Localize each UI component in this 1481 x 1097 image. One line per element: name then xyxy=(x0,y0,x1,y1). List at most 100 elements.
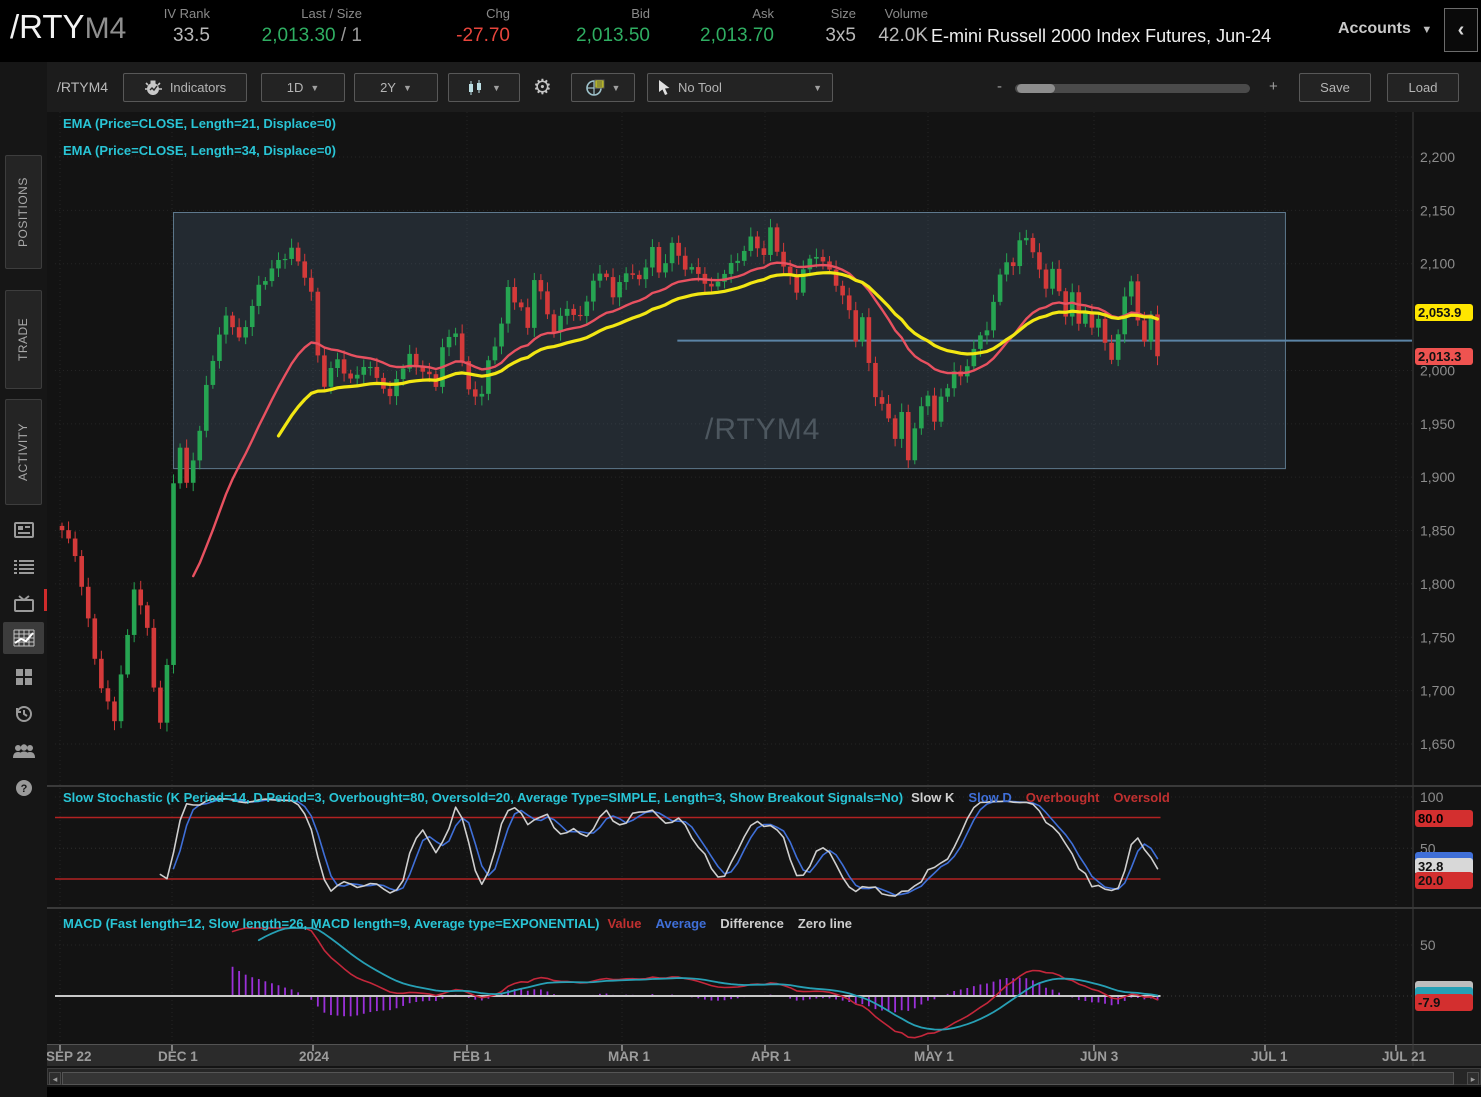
candle-body xyxy=(964,366,970,377)
scroll-right-arrow[interactable]: ▸ xyxy=(1467,1072,1479,1085)
candle-body xyxy=(558,315,563,332)
newspaper-icon xyxy=(13,522,34,538)
instrument-description: E-mini Russell 2000 Index Futures, Jun-2… xyxy=(931,26,1272,46)
candle-body xyxy=(230,315,235,328)
sidebar-item-watchlist[interactable] xyxy=(3,551,44,583)
candle-body xyxy=(597,273,603,281)
candle-body xyxy=(368,366,373,369)
candle-body xyxy=(682,255,688,270)
collapse-panel-button[interactable]: ‹ xyxy=(1444,8,1478,52)
candle-body xyxy=(72,538,78,557)
legend-difference: Difference xyxy=(720,916,784,931)
candle-body xyxy=(833,269,839,286)
drawing-tool-dropdown[interactable]: No Tool ▼ xyxy=(647,73,833,102)
field-label: Ask xyxy=(752,6,774,21)
macd-value-badge: -7.9 xyxy=(1415,994,1473,1011)
chevron-down-icon: ▼ xyxy=(813,82,822,93)
candle-body xyxy=(919,406,924,429)
indicators-button[interactable]: Indicators xyxy=(123,73,247,102)
candle-body xyxy=(151,627,157,688)
timeframe-dropdown[interactable]: 1D ▼ xyxy=(261,73,345,102)
ema34-study-label[interactable]: EMA (Price=CLOSE, Length=34, Displace=0) xyxy=(63,143,336,158)
candle-body xyxy=(1142,320,1147,342)
chart-settings-gear-icon[interactable]: ⚙ xyxy=(533,76,552,99)
time-axis-label: JUL 1 xyxy=(1251,1049,1288,1064)
candle-body xyxy=(420,367,426,372)
scroll-left-arrow[interactable]: ◂ xyxy=(49,1072,61,1085)
candle-body xyxy=(571,308,576,315)
candle-body xyxy=(899,412,904,439)
chart-icon xyxy=(13,629,34,647)
time-axis-label: SEP 22 xyxy=(46,1049,92,1064)
legend-value: Value xyxy=(607,916,642,931)
legend-oversold: Oversold xyxy=(1113,790,1170,805)
ema-value-badge: 2,053.9 xyxy=(1415,304,1473,321)
accounts-menu[interactable]: Accounts ▼ xyxy=(1338,20,1432,38)
sidebar-item-help[interactable]: ? xyxy=(3,772,44,804)
macd-title[interactable]: MACD (Fast length=12, Slow length=26, MA… xyxy=(63,916,600,931)
candle-body xyxy=(459,333,465,362)
sidebar-tab-activity[interactable]: ACTIVITY xyxy=(5,399,42,505)
zoom-in-button[interactable]: + xyxy=(1269,78,1278,95)
candle-body xyxy=(971,348,977,367)
candle-body xyxy=(92,618,98,659)
candle-body xyxy=(630,273,636,275)
zoom-slider-thumb[interactable] xyxy=(1017,84,1055,93)
oversold-badge: 20.0 xyxy=(1415,872,1473,889)
stochastic-legend: Slow Stochastic (K Period=14, D Period=3… xyxy=(63,790,1184,805)
sidebar-item-news[interactable] xyxy=(3,514,44,546)
candle-body xyxy=(263,281,268,285)
sidebar-item-community[interactable] xyxy=(3,735,44,767)
sidebar-item-charts[interactable] xyxy=(3,622,44,654)
candle-body xyxy=(584,301,590,316)
ema21-study-label[interactable]: EMA (Price=CLOSE, Length=21, Displace=0) xyxy=(63,116,336,131)
candle-body xyxy=(866,317,872,363)
candle-body xyxy=(322,355,327,387)
chart-scrollbar: ◂ ▸ xyxy=(47,1066,1481,1087)
scrollbar-track[interactable]: ◂ ▸ xyxy=(47,1068,1481,1085)
candle-body xyxy=(1076,292,1082,324)
field-value: 33.5 xyxy=(173,25,210,46)
sidebar-item-tv[interactable] xyxy=(3,587,44,619)
chart-type-dropdown[interactable]: ▼ xyxy=(448,73,520,102)
stochastic-title[interactable]: Slow Stochastic (K Period=14, D Period=3… xyxy=(63,790,904,805)
sidebar-tab-trade[interactable]: TRADE xyxy=(5,290,42,389)
save-button[interactable]: Save xyxy=(1299,73,1371,102)
candle-body xyxy=(276,259,281,269)
range-dropdown[interactable]: 2Y ▼ xyxy=(354,73,438,102)
candle-body xyxy=(650,247,655,268)
chevron-down-icon: ▼ xyxy=(611,82,621,93)
sidebar-tab-positions[interactable]: POSITIONS xyxy=(5,155,42,269)
pattern-tools-dropdown[interactable]: ▼ xyxy=(571,73,635,102)
time-axis-label: MAY 1 xyxy=(914,1049,954,1064)
time-axis-label: DEC 1 xyxy=(158,1049,198,1064)
candle-body xyxy=(99,658,104,689)
quote-field: Chg -27.70 xyxy=(420,6,510,47)
candle-body xyxy=(1037,252,1042,270)
scrollbar-thumb[interactable] xyxy=(62,1072,1454,1085)
candle-body xyxy=(1030,237,1036,253)
candle-body xyxy=(295,247,301,262)
candle-body xyxy=(663,263,668,273)
candle-body xyxy=(105,688,111,702)
candle-body xyxy=(446,336,452,348)
last-price-badge: 2,013.3 xyxy=(1415,348,1473,365)
zoom-slider[interactable] xyxy=(1015,84,1250,93)
legend-overbought: Overbought xyxy=(1025,790,1100,805)
candle-body xyxy=(427,371,432,375)
zoom-out-button[interactable]: - xyxy=(997,78,1002,95)
field-value: 2,013.50 xyxy=(576,25,650,46)
load-button[interactable]: Load xyxy=(1387,73,1459,102)
candle-body xyxy=(204,384,209,431)
candle-body xyxy=(518,302,524,308)
field-label: Last / Size xyxy=(301,6,362,21)
candle-body xyxy=(945,388,950,397)
candle-body xyxy=(79,556,84,587)
sidebar-item-history[interactable] xyxy=(3,698,44,730)
sidebar-item-apps[interactable] xyxy=(3,661,44,693)
candle-body xyxy=(748,236,754,251)
price-axis-label: 2,000 xyxy=(1420,362,1455,378)
candle-body xyxy=(131,589,137,635)
